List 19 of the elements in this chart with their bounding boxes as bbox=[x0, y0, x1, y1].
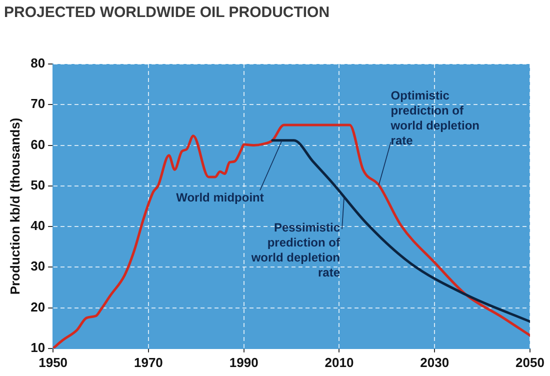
y-tick-label: 80 bbox=[30, 56, 46, 71]
x-tick-label: 2010 bbox=[324, 354, 354, 370]
x-tick-label: 1970 bbox=[134, 354, 163, 370]
y-tick-label: 40 bbox=[30, 218, 46, 234]
annotation: Optimistic prediction of world depletion rate bbox=[390, 88, 480, 148]
y-axis-title: Production kb/d (thousands) bbox=[7, 118, 22, 295]
y-tick-label: 30 bbox=[30, 258, 46, 274]
y-tick-label: 20 bbox=[30, 299, 46, 314]
y-tick-label: 50 bbox=[30, 177, 46, 192]
chart-title: PROJECTED WORLDWIDE OIL PRODUCTION bbox=[4, 4, 330, 22]
x-tick-label: 1950 bbox=[38, 354, 68, 370]
y-tick-label: 70 bbox=[30, 96, 46, 112]
x-tick-label: 2030 bbox=[420, 354, 450, 370]
x-tick-label: 1990 bbox=[229, 354, 258, 370]
y-tick-label: 60 bbox=[30, 136, 46, 152]
x-tick-label: 2050 bbox=[516, 354, 544, 370]
annotation: World midpoint bbox=[176, 190, 264, 205]
y-tick-label: 10 bbox=[30, 340, 46, 355]
annotation: Pessimistic prediction of world depletion rate bbox=[250, 220, 341, 280]
